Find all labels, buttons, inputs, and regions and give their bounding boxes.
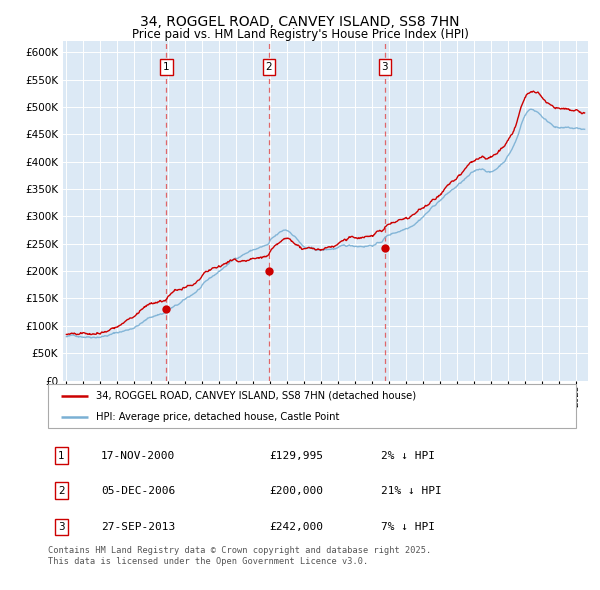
Text: Contains HM Land Registry data © Crown copyright and database right 2025.
This d: Contains HM Land Registry data © Crown c…	[48, 546, 431, 566]
Text: 1: 1	[58, 451, 65, 461]
Text: 1: 1	[163, 62, 170, 72]
Text: 17-NOV-2000: 17-NOV-2000	[101, 451, 175, 461]
Text: 34, ROGGEL ROAD, CANVEY ISLAND, SS8 7HN (detached house): 34, ROGGEL ROAD, CANVEY ISLAND, SS8 7HN …	[95, 391, 416, 401]
Text: 3: 3	[58, 522, 65, 532]
Text: 27-SEP-2013: 27-SEP-2013	[101, 522, 175, 532]
FancyBboxPatch shape	[48, 384, 576, 428]
Text: 34, ROGGEL ROAD, CANVEY ISLAND, SS8 7HN: 34, ROGGEL ROAD, CANVEY ISLAND, SS8 7HN	[140, 15, 460, 29]
Text: Price paid vs. HM Land Registry's House Price Index (HPI): Price paid vs. HM Land Registry's House …	[131, 28, 469, 41]
Text: 2: 2	[266, 62, 272, 72]
Text: 2% ↓ HPI: 2% ↓ HPI	[380, 451, 434, 461]
Text: 2: 2	[58, 486, 65, 496]
Text: 3: 3	[382, 62, 388, 72]
Text: 7% ↓ HPI: 7% ↓ HPI	[380, 522, 434, 532]
Text: HPI: Average price, detached house, Castle Point: HPI: Average price, detached house, Cast…	[95, 412, 339, 422]
Text: £200,000: £200,000	[270, 486, 324, 496]
Text: 05-DEC-2006: 05-DEC-2006	[101, 486, 175, 496]
Text: £242,000: £242,000	[270, 522, 324, 532]
Text: £129,995: £129,995	[270, 451, 324, 461]
Text: 21% ↓ HPI: 21% ↓ HPI	[380, 486, 442, 496]
